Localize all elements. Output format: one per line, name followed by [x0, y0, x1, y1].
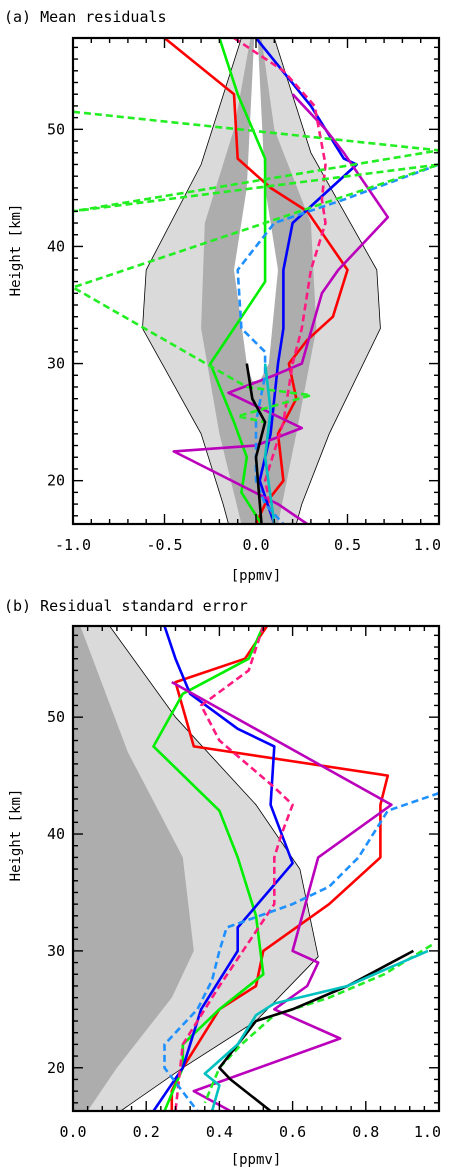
series-line-1 [209, 38, 267, 524]
series-line-3 [172, 93, 390, 524]
residual-standard-error-panel: (b) Residual standard error [ppmv] Heigh… [4, 597, 441, 1168]
x-tick-label: 0.6 [279, 1123, 306, 1141]
y-tick-label: 50 [47, 708, 65, 726]
y-tick-label: 40 [47, 237, 65, 255]
x-tick-label: 0.5 [334, 536, 361, 554]
x-tick-label: 1.0 [414, 1123, 441, 1141]
y-tick-label: 30 [47, 355, 65, 373]
series-line-0 [170, 626, 390, 1111]
x-tick-label: 0.0 [59, 1123, 86, 1141]
series-line-8 [203, 949, 429, 1111]
x-tick-label: 0.8 [352, 1123, 379, 1141]
plot-area-1 [73, 626, 439, 1111]
panel-b-y-axis-label: Height [km] [8, 789, 24, 882]
series-line-4 [174, 626, 294, 1111]
x-tick-label: 1.0 [414, 536, 441, 554]
x-tick-label: 0.0 [242, 536, 269, 554]
panel-b-x-axis-label: [ppmv] [231, 1152, 282, 1168]
panel-a-y-axis-label: Height [km] [8, 204, 24, 297]
series-line-7 [245, 363, 267, 524]
ticks-1 [72, 626, 440, 1111]
y-tick-label: 50 [47, 120, 65, 138]
mean-residuals-panel: (a) Mean residuals [ppmv] Height [km] -1… [4, 8, 441, 584]
series-line-0 [163, 38, 349, 524]
plot-area-0 [73, 38, 439, 524]
y-tick-label: 30 [47, 942, 65, 960]
series-line-6 [203, 943, 433, 1104]
ticks-0 [72, 38, 440, 524]
series-line-8 [263, 363, 276, 524]
panel-b-title: (b) Residual standard error [4, 597, 248, 615]
x-tick-label: -0.5 [146, 536, 182, 554]
y-tick-label: 20 [47, 1059, 65, 1077]
series-line-5 [163, 791, 439, 1111]
spread-band-1 [73, 626, 194, 1111]
panel-a-x-axis-label: [ppmv] [231, 568, 282, 584]
x-tick-label: 0.4 [206, 1123, 233, 1141]
x-tick-label: -1.0 [55, 536, 91, 554]
series-line-1 [152, 626, 265, 1111]
panel-a-title: (a) Mean residuals [4, 8, 167, 26]
series-line-7 [218, 949, 415, 1111]
spread-band-2 [234, 38, 278, 382]
y-tick-label: 20 [47, 472, 65, 490]
series-line-6 [73, 110, 439, 424]
series-line-2 [152, 626, 294, 1111]
y-tick-label: 40 [47, 825, 65, 843]
x-tick-label: 0.2 [133, 1123, 160, 1141]
series-line-3 [171, 680, 393, 1111]
